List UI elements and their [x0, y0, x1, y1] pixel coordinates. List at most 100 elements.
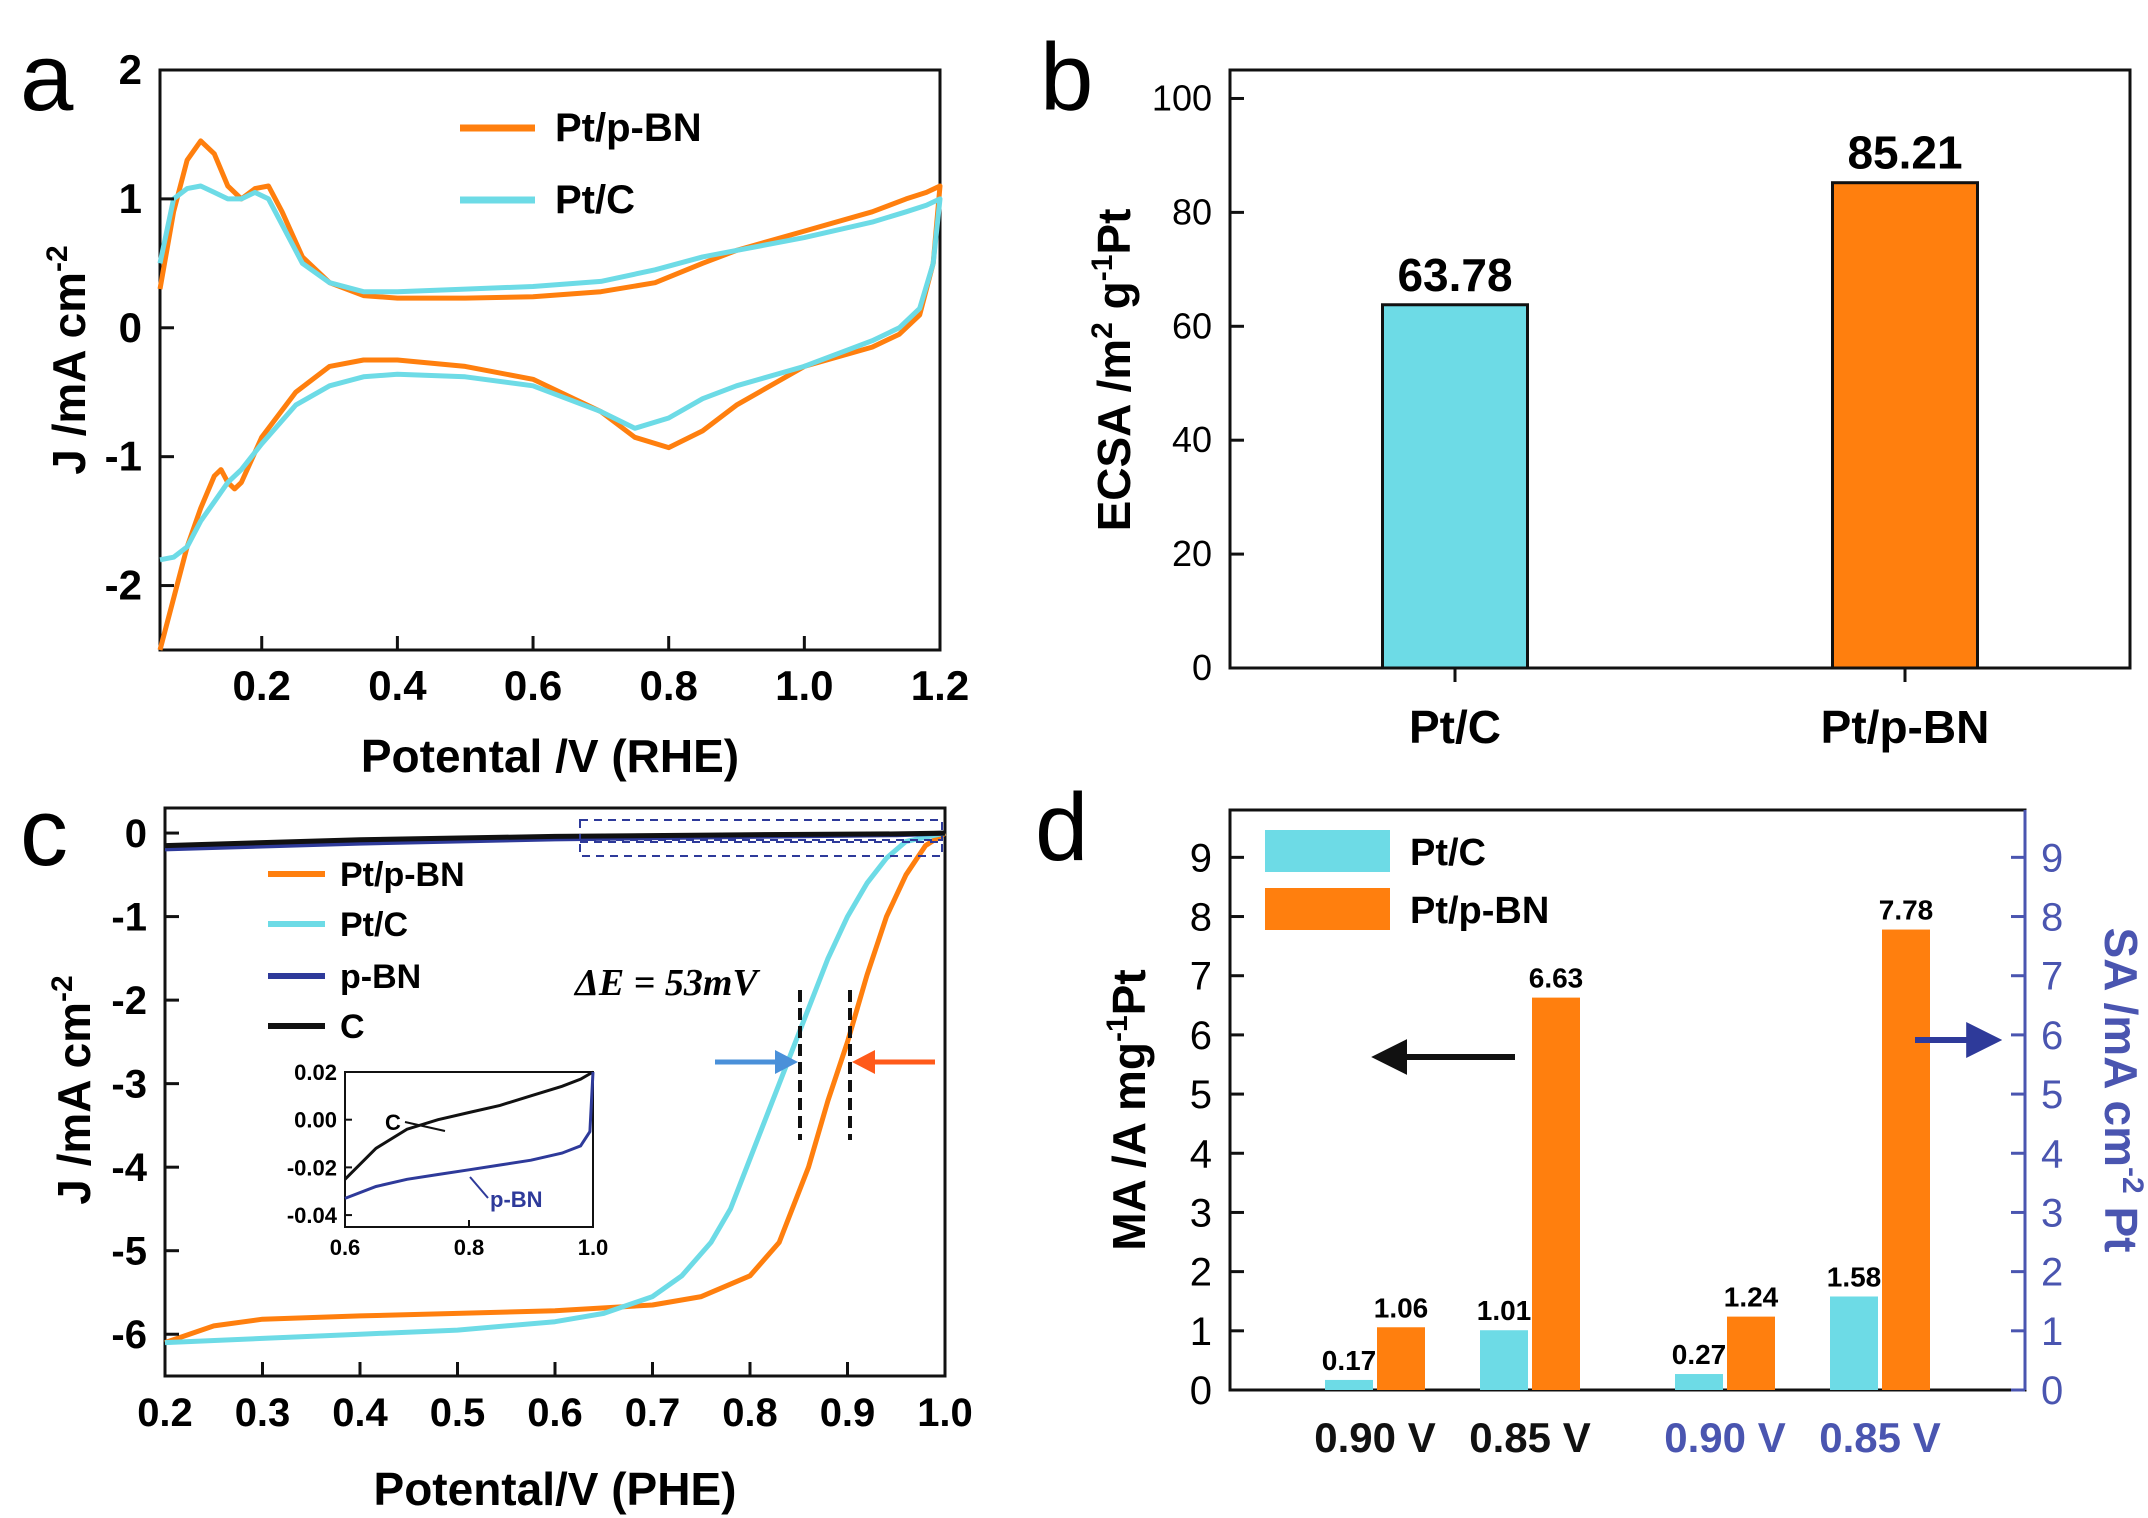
bar-label-d-pt-p-bn-2: 1.24	[1724, 1282, 1779, 1313]
y-tick-label-c: -3	[111, 1063, 147, 1107]
panel-c-arrow-blue	[715, 1050, 798, 1074]
panel-c: c 0.2 0.3 0.4 0.5 0.6 0.7 0.8 0.9 1.0 0 -1 -2 -3 -4 -…	[20, 779, 973, 1515]
bar-label-b-pt-p-bn: 85.21	[1847, 127, 1962, 179]
panel-c-series	[164, 830, 947, 1346]
bar-d-pt-p-bn-3	[1882, 929, 1930, 1390]
legend-c-label-pt-c: Pt/C	[340, 906, 408, 944]
inset-series	[343, 1070, 595, 1200]
y-tick-label-a: 1	[119, 175, 142, 222]
y-tick-label-c: -4	[111, 1146, 147, 1190]
bar-label-d-pt-c-0: 0.17	[1322, 1345, 1377, 1376]
panel-a: a 0.2 0.4 0.6 0.8 1.0 1.2 2 1 0 -1 -2 Potental /V…	[20, 24, 969, 782]
x-tick-label-a: 0.2	[233, 662, 291, 709]
y-tick-label-d-right: 6	[2041, 1014, 2063, 1058]
y-tick-label-d-left: 4	[1190, 1132, 1212, 1176]
inset-label-p-bn: p-BN	[490, 1187, 543, 1212]
inset-x-tick-label: 0.8	[454, 1235, 485, 1260]
legend-c-label-pt-pbn: Pt/p-BN	[340, 856, 465, 894]
inset-y-tick-label: 0.02	[294, 1060, 337, 1085]
bar-b-pt-p-bn	[1831, 181, 1979, 670]
bar-label-d-pt-p-bn-0: 1.06	[1374, 1292, 1429, 1323]
bar-d-pt-c-3	[1830, 1296, 1878, 1390]
legend-d-swatch-pt-c	[1265, 830, 1390, 872]
y-tick-label-d-right: 1	[2041, 1310, 2063, 1354]
y-tick-label-a: -1	[105, 433, 142, 480]
panel-d-right-y-axis-label: SA /mA cm-2 Pt	[2095, 928, 2148, 1253]
panel-d-bars: 0.17 1.06 0.90 V 1.01 6.63 0.85 V 0.27 1.24 0.90…	[1314, 895, 1940, 1461]
y-tick-label-b: 100	[1152, 77, 1212, 118]
legend-a-label-pt-c: Pt/C	[555, 178, 635, 222]
panel-label-c: c	[20, 779, 68, 886]
category-label-b: Pt/p-BN	[1821, 701, 1990, 753]
y-tick-label-d-right: 5	[2041, 1073, 2063, 1117]
bar-d-pt-c-1	[1480, 1330, 1528, 1390]
y-tick-label-d-right: 9	[2041, 836, 2063, 880]
bar-label-d-pt-p-bn-1: 6.63	[1529, 963, 1584, 994]
bar-label-d-pt-c-1: 1.01	[1477, 1295, 1532, 1326]
y-tick-label-d-left: 6	[1190, 1014, 1212, 1058]
series-c-pt-c	[164, 830, 946, 1346]
inset-x-tick-label: 1.0	[578, 1235, 609, 1260]
y-tick-label-c: -5	[111, 1230, 147, 1274]
x-tick-label-c: 0.4	[332, 1391, 388, 1435]
panel-a-x-ticks: 0.2 0.4 0.6 0.8 1.0 1.2	[233, 636, 969, 709]
y-tick-label-c: 0	[125, 812, 147, 856]
y-tick-label-d-left: 8	[1190, 896, 1212, 940]
bar-d-pt-p-bn-0	[1377, 1327, 1425, 1390]
inset-ticks: 0.6 0.8 1.0 0.02 0.00 -0.02 -0.04	[287, 1060, 608, 1260]
y-tick-label-d-right: 8	[2041, 896, 2063, 940]
category-label-d: 0.90 V	[1664, 1414, 1785, 1461]
y-tick-label-b: 0	[1192, 647, 1212, 688]
inset-series-c	[343, 1070, 594, 1181]
series-a-pt-c	[157, 183, 943, 563]
x-tick-label-c: 0.3	[235, 1391, 291, 1435]
panel-a-y-ticks: 2 1 0 -1 -2	[105, 46, 174, 609]
y-tick-label-b: 20	[1172, 533, 1212, 574]
y-tick-label-d-left: 2	[1190, 1251, 1212, 1295]
bar-label-d-pt-c-2: 0.27	[1672, 1339, 1727, 1370]
inset-y-tick-label: -0.04	[287, 1203, 338, 1228]
legend-d-label-pt-c: Pt/C	[1410, 832, 1486, 874]
category-label-d: 0.85 V	[1819, 1414, 1940, 1461]
y-tick-label-b: 60	[1172, 305, 1212, 346]
y-tick-label-d-left: 3	[1190, 1191, 1212, 1235]
panel-a-x-axis-label: Potental /V (RHE)	[361, 730, 739, 782]
y-tick-label-a: 0	[119, 304, 142, 351]
panel-a-frame	[158, 68, 942, 652]
panel-c-zoom-box-bottom	[579, 841, 943, 857]
bar-label-d-pt-c-3: 1.58	[1827, 1261, 1882, 1292]
y-tick-label-b: 80	[1172, 191, 1212, 232]
panel-a-y-axis-label: J /mA cm-2	[41, 245, 95, 475]
y-tick-label-d-right: 3	[2041, 1191, 2063, 1235]
inset-series-p-bn	[344, 1071, 595, 1200]
x-tick-label-a: 1.0	[775, 662, 833, 709]
category-label-b: Pt/C	[1409, 701, 1501, 753]
panel-c-arrow-orange	[852, 1050, 935, 1074]
x-tick-label-a: 1.2	[911, 662, 969, 709]
y-tick-label-d-left: 5	[1190, 1073, 1212, 1117]
legend-d-swatch-pt-pbn	[1265, 888, 1390, 930]
y-tick-label-d-left: 9	[1190, 836, 1212, 880]
panel-c-inset: 0.6 0.8 1.0 0.02 0.00 -0.02 -0.04 C p-BN	[287, 1060, 608, 1260]
bar-b-pt-c	[1381, 303, 1529, 670]
series-c-c	[164, 830, 946, 849]
x-tick-label-c: 0.9	[820, 1391, 876, 1435]
x-tick-label-a: 0.4	[368, 662, 427, 709]
y-tick-label-a: 2	[119, 46, 142, 93]
legend-a-label-pt-pbn: Pt/p-BN	[555, 106, 702, 150]
series-c-pt-p-bn	[164, 830, 947, 1345]
panel-c-delta-e-annotation: ΔE = 53mV	[573, 962, 760, 1004]
legend-c-label-p-bn: p-BN	[340, 958, 421, 996]
legend-c-label-c: C	[340, 1008, 365, 1046]
panel-c-x-ticks: 0.2 0.3 0.4 0.5 0.6 0.7 0.8 0.9 1.0	[137, 1362, 973, 1435]
panel-label-d: d	[1035, 774, 1088, 881]
y-tick-label-d-right: 4	[2041, 1132, 2063, 1176]
inset-frame	[344, 1071, 594, 1228]
y-tick-label-d-right: 0	[2041, 1369, 2063, 1413]
panel-b-frame	[1228, 68, 2132, 670]
x-tick-label-c: 0.5	[430, 1391, 486, 1435]
panel-label-b: b	[1040, 24, 1093, 131]
y-tick-label-d-right: 2	[2041, 1251, 2063, 1295]
panel-c-zoom-box-top	[579, 819, 943, 841]
panel-c-y-axis-label: J /mA cm-2	[46, 975, 100, 1205]
